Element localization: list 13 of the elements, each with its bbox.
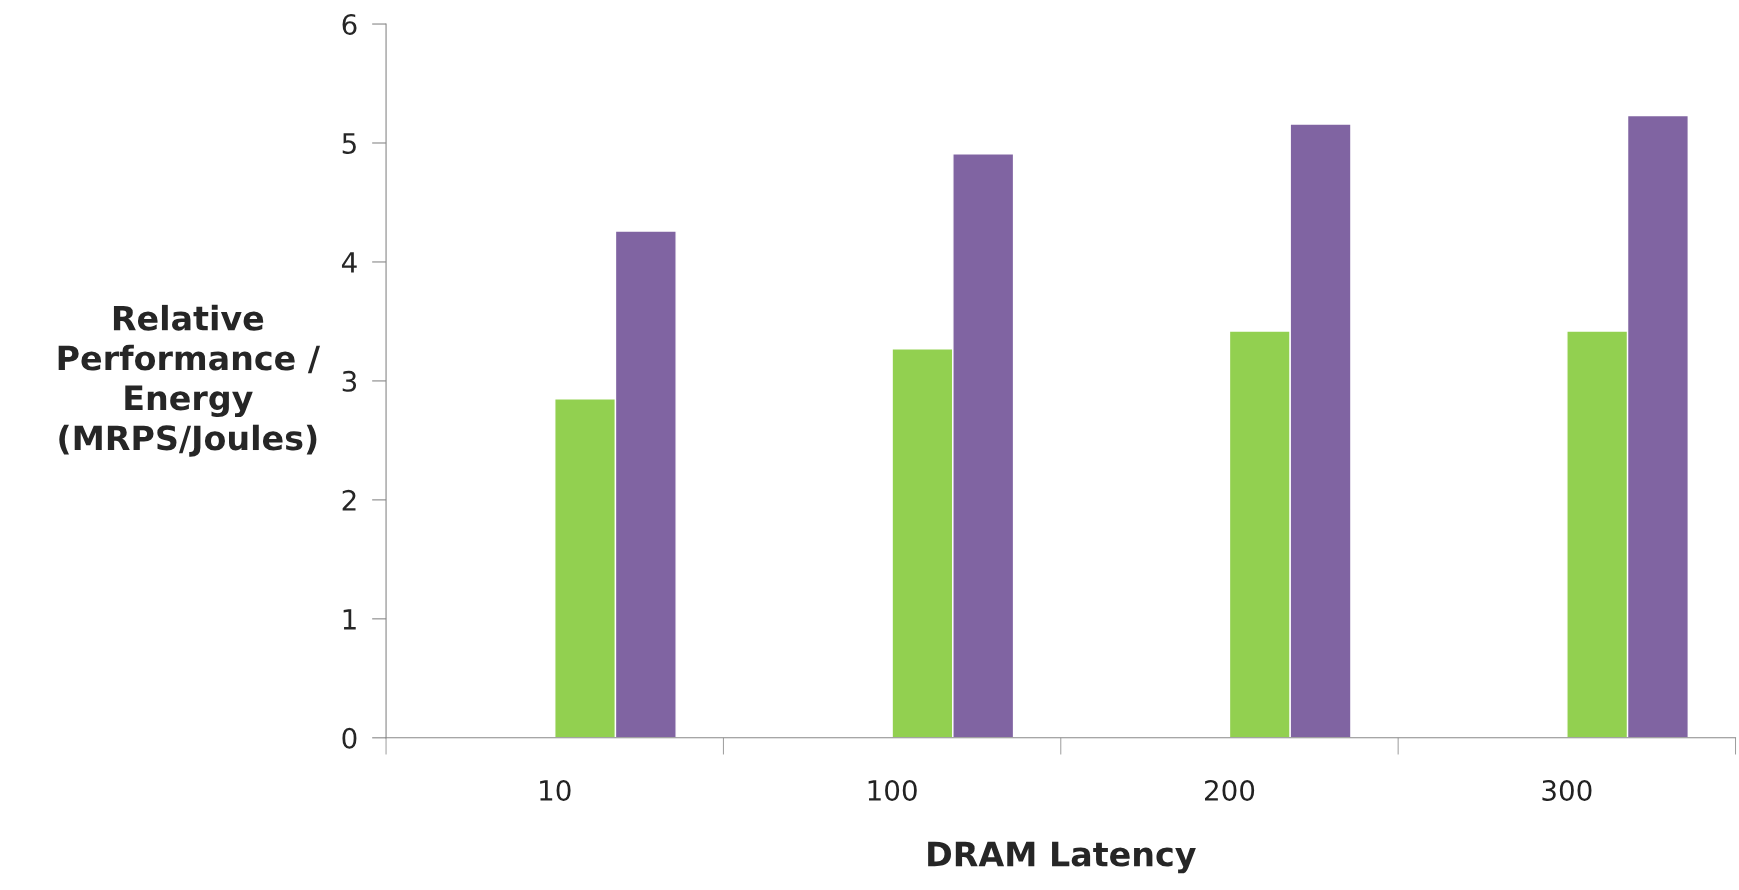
y-tick-label: 5 [342, 133, 356, 154]
y-tick-label: 4 [341, 252, 357, 273]
x-tick-label: 200 [1205, 779, 1255, 801]
y-tick-label: 1 [343, 609, 356, 630]
y-tick-label: 3 [342, 370, 357, 392]
x-tick-label: 300 [1542, 779, 1592, 801]
y-axis-title: Relative Performance / Energy (MRPS/Joules) [58, 304, 321, 457]
y-tick-label: 0 [342, 727, 357, 749]
y-tick-label: 2 [342, 489, 356, 511]
x-tick-label: 10 [540, 779, 571, 801]
y-tick-label: 6 [342, 13, 357, 35]
x-axis-title: DRAM Latency [928, 841, 1196, 874]
x-tick-label: 100 [868, 779, 917, 801]
